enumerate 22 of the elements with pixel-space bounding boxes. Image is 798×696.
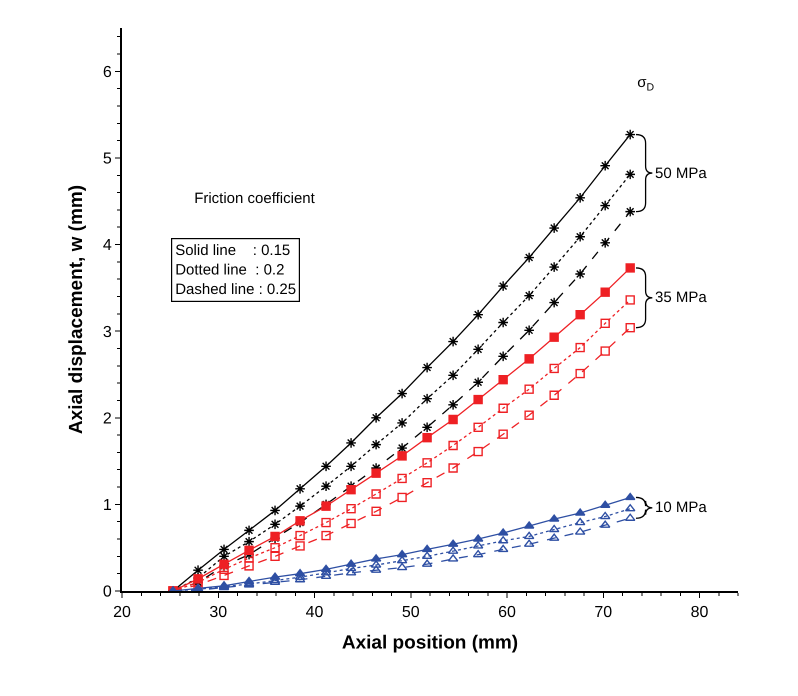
x-tick-label: 70 <box>594 604 612 622</box>
y-tick-label: 4 <box>102 237 112 254</box>
annotation: Solid line : 0.15 Dotted line : 0.2 Dashed line : 0.25 <box>175 242 296 298</box>
annotation: 35 MPa <box>655 289 708 306</box>
x-tick-label: 40 <box>306 604 324 622</box>
x-tick-label: 50 <box>402 604 420 622</box>
y-tick-label: 3 <box>102 324 112 341</box>
x-tick-label: 60 <box>498 604 516 622</box>
y-tick-label: 1 <box>102 496 112 514</box>
y-tick-label: 6 <box>102 64 112 81</box>
x-tick-label: 80 <box>690 604 708 622</box>
y-axis-title: Axial displacement, w (mm) <box>66 184 88 434</box>
annotation: Friction coefficient <box>194 190 316 208</box>
annotation: 50 MPa <box>655 165 708 182</box>
x-axis-title: Axial position (mm) <box>342 632 518 654</box>
y-tick-label: 2 <box>102 410 112 428</box>
x-tick-label: 30 <box>209 604 228 622</box>
annotation: σ$_{D}$ <box>637 74 654 94</box>
x-tick-label: 20 <box>113 604 131 622</box>
y-tick-label: 5 <box>102 150 112 168</box>
annotation: 10 MPa <box>655 499 708 516</box>
y-tick-label: 0 <box>102 584 112 601</box>
